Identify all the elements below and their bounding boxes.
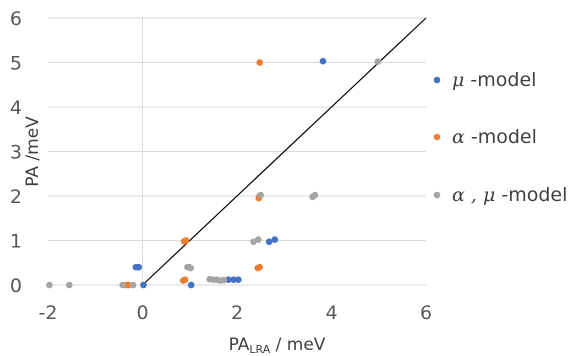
- point-series0-1: [271, 236, 279, 243]
- point-series2-12: [187, 264, 194, 272]
- y-tick-label-0: 0: [10, 275, 22, 297]
- point-series1-4: [254, 264, 262, 272]
- point-series2-13: [46, 281, 53, 289]
- point-series2-5: [250, 238, 257, 246]
- y-tick-label-2: 2: [10, 186, 22, 208]
- x-tick-label-4: 6: [420, 302, 432, 324]
- point-series0-11: [140, 281, 147, 289]
- x-tick-label-2: 2: [231, 302, 243, 324]
- point-series2-15: [119, 281, 126, 289]
- y-tick-label-4: 4: [10, 97, 22, 119]
- point-series2-2: [309, 193, 316, 201]
- point-series1-0: [256, 59, 263, 66]
- y-tick-label-3: 3: [10, 142, 22, 164]
- legend-marker-1: [433, 133, 441, 141]
- y-tick-label-1: 1: [10, 231, 22, 253]
- x-tick-label-3: 4: [325, 302, 337, 324]
- point-series1-8: [179, 277, 187, 284]
- y-axis-title: PA /meV: [23, 116, 43, 187]
- gridlines: [48, 17, 426, 286]
- point-series2-10: [220, 276, 228, 284]
- legend: μ -model α -model α , μ -model: [433, 69, 567, 206]
- y-tick-label-5: 5: [10, 53, 22, 75]
- legend-marker-2: [433, 191, 441, 199]
- legend-marker-0: [433, 76, 441, 84]
- point-series2-3: [257, 191, 264, 199]
- point-series0-4: [235, 276, 242, 283]
- point-series0-5: [230, 276, 237, 283]
- legend-label-0: μ -model: [452, 69, 536, 91]
- x-tick-label-0: -2: [39, 302, 58, 324]
- tick-labels: 0 1 2 3 4 5 6 -2 0 2 4 6: [10, 8, 432, 324]
- point-series0-0: [319, 57, 327, 65]
- x-axis-title: PALRA / meV: [229, 335, 326, 356]
- data-points: [46, 57, 382, 289]
- point-series1-6: [180, 238, 188, 245]
- point-series2-0: [374, 58, 382, 65]
- legend-label-1: α -model: [452, 126, 537, 148]
- point-series0-10: [132, 263, 140, 271]
- y-tick-label-6: 6: [10, 8, 22, 30]
- point-series0-8: [187, 281, 195, 289]
- point-series2-14: [65, 281, 73, 289]
- point-series0-2: [265, 238, 273, 246]
- point-series2-16: [129, 281, 137, 289]
- legend-label-2: α , μ -model: [452, 184, 567, 206]
- x-tick-label-1: 0: [136, 302, 148, 324]
- point-series0-6: [225, 276, 232, 283]
